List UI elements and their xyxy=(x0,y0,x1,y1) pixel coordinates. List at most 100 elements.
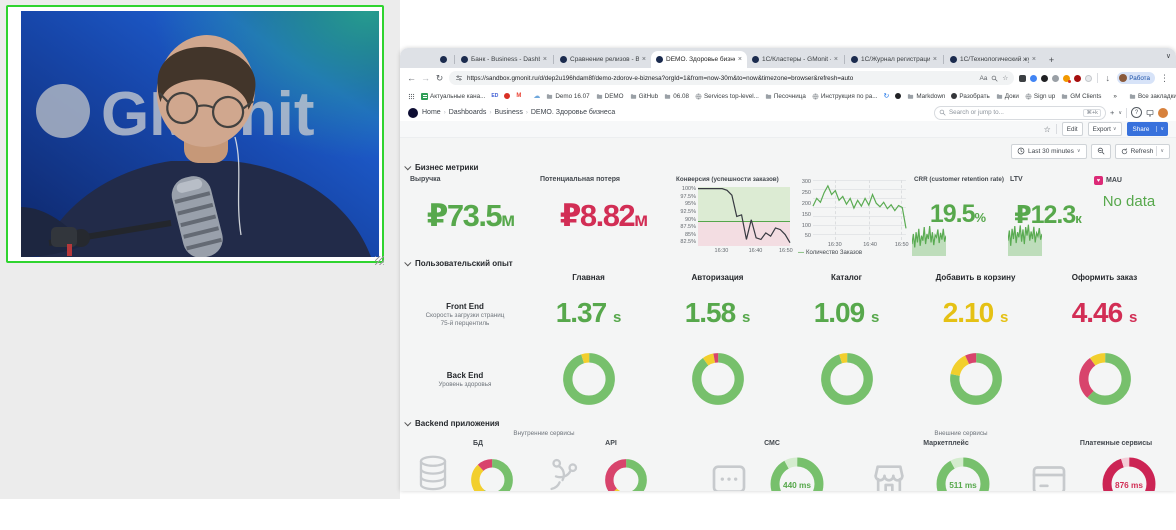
bookmark-folder[interactable]: Песочница xyxy=(765,93,806,100)
extension-icon[interactable] xyxy=(1030,74,1038,82)
col-header-checkout: Оформить заказ xyxy=(1071,273,1138,282)
bookmark-folder[interactable]: DEMO xyxy=(596,93,624,100)
earphone-wire xyxy=(234,136,242,236)
apps-grid-icon[interactable] xyxy=(408,93,415,100)
ltv-value: ₽12.3к xyxy=(1014,201,1082,229)
section-business-metrics[interactable]: Бизнес метрики xyxy=(404,160,1170,174)
monitor-icon[interactable] xyxy=(1146,109,1154,117)
bookmarks-overflow-icon[interactable]: » xyxy=(1113,92,1117,100)
bookmark[interactable]: Актуальные кана... xyxy=(421,92,485,100)
site-favicon xyxy=(461,56,468,63)
user-avatar[interactable] xyxy=(1158,107,1168,118)
tab-journal[interactable]: 1С/Журнал регистрации -× xyxy=(846,51,942,68)
bookmark-folder[interactable]: GM Clients xyxy=(1061,93,1101,100)
close-icon[interactable]: × xyxy=(1031,56,1036,63)
profile-chip[interactable]: Работа xyxy=(1117,72,1155,84)
tab-list-caret-icon[interactable]: ∨ xyxy=(1165,53,1171,60)
site-favicon xyxy=(851,56,858,63)
tab-releases[interactable]: Сравнение релизов - Busi× xyxy=(555,51,651,68)
tab-techlog[interactable]: 1С/Технологический журн× xyxy=(945,51,1041,68)
bookmark-folder[interactable]: 06.08 xyxy=(664,93,689,100)
close-icon[interactable]: × xyxy=(932,56,937,63)
breadcrumb-business[interactable]: Business xyxy=(494,109,523,116)
gmail-icon[interactable]: M xyxy=(516,93,522,99)
export-button[interactable]: Export ∨ xyxy=(1087,122,1122,136)
browser-toolbar: ← → ↻ https://sandbox.gmonit.ru/d/dep2u1… xyxy=(400,68,1176,88)
tune-icon[interactable] xyxy=(455,74,463,82)
tab-bank[interactable]: Банк - Business - Dashboa× xyxy=(456,51,552,68)
bookmark-folder[interactable]: Доки xyxy=(996,93,1019,100)
bookmark[interactable]: Sign up xyxy=(1025,92,1055,100)
section-user-experience[interactable]: Пользовательский опыт xyxy=(404,256,1170,270)
help-icon[interactable]: ? xyxy=(1131,107,1142,118)
edit-button[interactable]: Edit xyxy=(1061,122,1083,136)
webcam-window[interactable]: GMonit xyxy=(6,5,384,263)
breadcrumb-dashboards[interactable]: Dashboards xyxy=(448,109,487,116)
search-tabs-icon[interactable] xyxy=(991,75,998,82)
all-bookmarks-folder[interactable]: Все закладки xyxy=(1129,93,1176,100)
extension-icon[interactable] xyxy=(1041,74,1049,82)
service-titles: БД API СМС Маркетплейс Платежные сервисы xyxy=(406,440,1170,452)
address-bar[interactable]: https://sandbox.gmonit.ru/d/dep2u196hdam… xyxy=(449,71,1015,85)
bookmark[interactable]: Services top-level... xyxy=(695,92,759,100)
col-header-auth: Авторизация xyxy=(691,273,744,282)
new-item-caret-icon[interactable]: ∨ xyxy=(1118,109,1122,116)
sync-icon[interactable]: ↻ xyxy=(883,92,890,100)
bookmark-folder[interactable]: Demo 16.07 xyxy=(546,93,590,100)
time-range-picker[interactable]: Last 30 minutes ∨ xyxy=(1011,143,1087,159)
breadcrumb-home[interactable]: Home xyxy=(422,109,441,116)
collapse-chevron-icon xyxy=(404,258,412,266)
bookmark-icon[interactable] xyxy=(895,93,902,99)
extension-icon[interactable] xyxy=(1085,74,1093,82)
cloud-icon[interactable]: ☁ xyxy=(533,92,541,100)
tab-clusters[interactable]: 1С/Кластеры - GMonit - Da× xyxy=(747,51,843,68)
orders-legend[interactable]: — Количество Заказов xyxy=(798,250,863,256)
close-icon[interactable]: × xyxy=(542,56,547,63)
fe-value-checkout: 4.46 s xyxy=(1071,297,1138,328)
bookmark-folder[interactable]: GitHub xyxy=(630,93,658,100)
close-icon[interactable]: × xyxy=(737,56,742,63)
clock-icon xyxy=(1017,147,1025,155)
share-button[interactable]: Share ∨ xyxy=(1126,122,1168,136)
bookmark[interactable]: Разобрать xyxy=(951,93,990,100)
collapse-chevron-icon xyxy=(404,418,412,426)
new-item-plus-icon[interactable]: + xyxy=(1109,108,1115,117)
y-axis: 100% 97.5% 95% 92.5% 90% 87.5% 85% 82.5% xyxy=(680,186,696,246)
reload-icon[interactable]: ↻ xyxy=(435,72,444,83)
bookmark[interactable]: Инструкция по ра... xyxy=(812,92,877,100)
menu-dots-icon[interactable]: ⋮ xyxy=(1160,72,1169,83)
back-icon[interactable]: ← xyxy=(407,72,416,83)
forward-icon[interactable]: → xyxy=(421,72,430,83)
bookmark-star-icon[interactable]: ☆ xyxy=(1002,75,1009,82)
refresh-button[interactable]: Refresh ∨ xyxy=(1114,143,1170,159)
crr-sparkline xyxy=(912,222,946,256)
resize-handle-icon[interactable] xyxy=(375,256,384,265)
zoom-out-button[interactable] xyxy=(1090,143,1111,159)
extension-icon[interactable] xyxy=(1074,74,1082,82)
site-favicon xyxy=(560,56,567,63)
bookmark-ed-icon[interactable]: ED xyxy=(491,93,499,99)
bookmark-icon[interactable] xyxy=(504,93,511,99)
extension-icon[interactable] xyxy=(1063,74,1072,83)
avatar xyxy=(1119,74,1128,82)
extension-icon[interactable] xyxy=(1019,74,1027,82)
pinned-tab[interactable] xyxy=(434,51,453,68)
alert-state-icon[interactable]: ♥ xyxy=(1094,176,1103,185)
close-icon[interactable]: × xyxy=(641,56,646,63)
bookmarks-bar: Актуальные кана... ED M ☁ Demo 16.07 DEM… xyxy=(400,88,1176,104)
download-icon[interactable]: ↓ xyxy=(1105,72,1110,83)
favorite-star-icon[interactable]: ☆ xyxy=(1043,124,1051,134)
close-icon[interactable]: × xyxy=(833,56,838,63)
new-tab-button[interactable]: + xyxy=(1048,54,1055,65)
grafana-logo[interactable] xyxy=(408,107,418,118)
section-backend-apps[interactable]: Backend приложения xyxy=(404,416,1170,430)
search-input[interactable]: Search or jump to... ⌘+k xyxy=(933,105,1106,120)
dashboard-actions: ☆ Edit Export ∨ Share ∨ xyxy=(400,121,1176,138)
dashboard: Last 30 minutes ∨ Refresh ∨ Бизнес метрики… xyxy=(400,138,1176,491)
y-axis: 300 250 200 150 100 50 xyxy=(801,179,811,240)
extension-icon[interactable] xyxy=(1052,74,1060,82)
orders-line xyxy=(813,180,906,240)
bookmark-folder[interactable]: Markdown xyxy=(907,93,945,100)
tab-demo-active[interactable]: DEMO. Здоровье бизнеса -× xyxy=(651,51,747,68)
translate-icon[interactable]: Aа xyxy=(979,74,988,82)
